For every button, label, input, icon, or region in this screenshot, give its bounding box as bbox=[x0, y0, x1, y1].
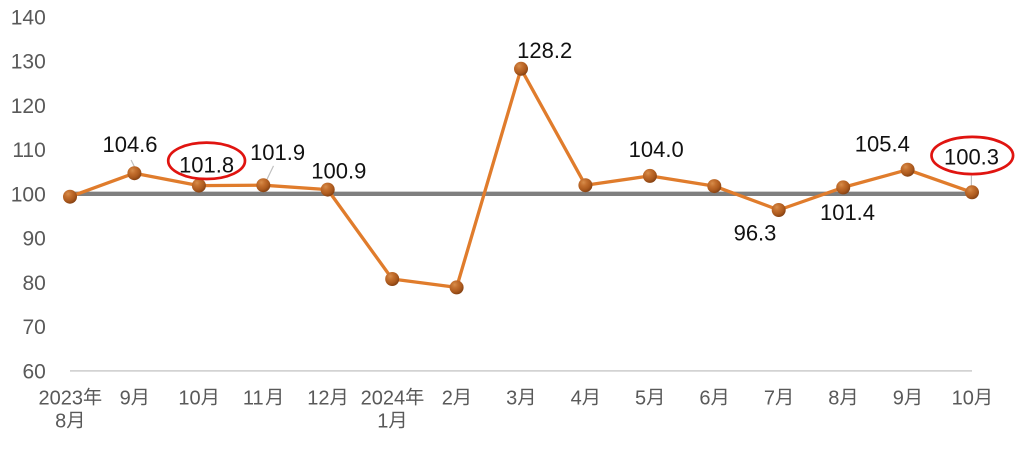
svg-text:90: 90 bbox=[22, 228, 45, 251]
svg-text:105.4: 105.4 bbox=[855, 132, 910, 157]
svg-text:128.2: 128.2 bbox=[517, 38, 572, 63]
svg-text:9: 9 bbox=[893, 387, 904, 409]
svg-text:12: 12 bbox=[307, 387, 329, 409]
svg-text:110: 110 bbox=[12, 139, 45, 162]
svg-text:1: 1 bbox=[377, 410, 388, 432]
svg-text:9: 9 bbox=[120, 387, 131, 409]
svg-text:130: 130 bbox=[11, 51, 46, 74]
svg-text:2024: 2024 bbox=[361, 387, 406, 409]
svg-text:10: 10 bbox=[178, 387, 200, 409]
svg-text:60: 60 bbox=[22, 360, 45, 383]
svg-text:104.6: 104.6 bbox=[102, 132, 157, 157]
svg-text:3: 3 bbox=[506, 387, 517, 409]
svg-text:2023: 2023 bbox=[39, 387, 84, 409]
svg-text:101.4: 101.4 bbox=[820, 200, 875, 225]
svg-text:11: 11 bbox=[243, 387, 264, 409]
svg-text:7: 7 bbox=[764, 387, 775, 409]
svg-text:70: 70 bbox=[22, 316, 45, 339]
svg-text:80: 80 bbox=[22, 272, 45, 295]
svg-text:5: 5 bbox=[635, 387, 646, 409]
svg-text:100: 100 bbox=[11, 183, 46, 206]
svg-text:4: 4 bbox=[571, 387, 582, 409]
svg-text:100.9: 100.9 bbox=[311, 158, 366, 183]
svg-text:101.9: 101.9 bbox=[250, 140, 305, 165]
svg-text:6: 6 bbox=[699, 387, 710, 409]
svg-text:10: 10 bbox=[952, 387, 974, 409]
svg-text:8: 8 bbox=[828, 387, 839, 409]
svg-text:140: 140 bbox=[11, 6, 46, 29]
svg-text:101.8: 101.8 bbox=[179, 152, 234, 177]
svg-text:104.0: 104.0 bbox=[629, 137, 684, 162]
svg-text:8: 8 bbox=[55, 410, 66, 432]
svg-text:2: 2 bbox=[442, 387, 453, 409]
svg-text:100.3: 100.3 bbox=[944, 144, 999, 169]
svg-text:96.3: 96.3 bbox=[734, 221, 777, 246]
svg-text:120: 120 bbox=[11, 95, 46, 118]
